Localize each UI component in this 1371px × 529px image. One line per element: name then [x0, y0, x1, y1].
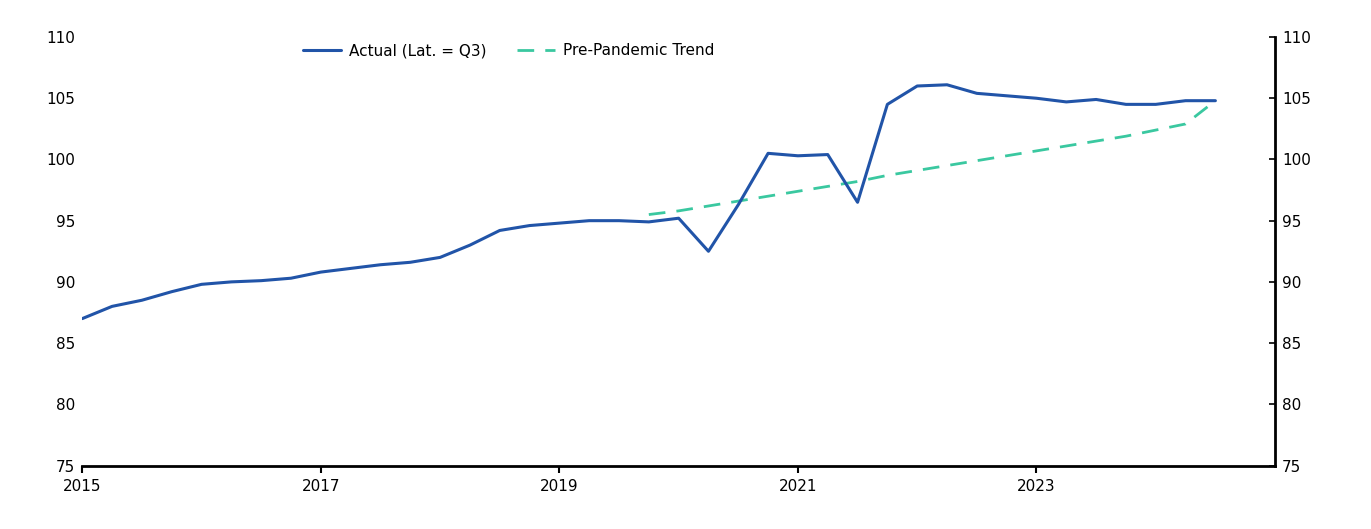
Pre-Pandemic Trend: [939, 162, 956, 169]
Pre-Pandemic Trend: [731, 198, 747, 204]
Pre-Pandemic Trend: [1148, 127, 1164, 133]
Actual (Lat. = Q3): [462, 242, 478, 248]
Actual (Lat. = Q3): [790, 152, 806, 159]
Actual (Lat. = Q3): [223, 279, 240, 285]
Line: Actual (Lat. = Q3): Actual (Lat. = Q3): [82, 85, 1216, 318]
Actual (Lat. = Q3): [134, 297, 151, 304]
Actual (Lat. = Q3): [1117, 101, 1134, 107]
Pre-Pandemic Trend: [1028, 148, 1045, 154]
Actual (Lat. = Q3): [282, 275, 299, 281]
Actual (Lat. = Q3): [731, 202, 747, 208]
Actual (Lat. = Q3): [551, 220, 568, 226]
Actual (Lat. = Q3): [909, 83, 925, 89]
Pre-Pandemic Trend: [1208, 97, 1224, 104]
Pre-Pandemic Trend: [1089, 138, 1105, 144]
Actual (Lat. = Q3): [1208, 97, 1224, 104]
Pre-Pandemic Trend: [909, 167, 925, 174]
Actual (Lat. = Q3): [193, 281, 210, 287]
Actual (Lat. = Q3): [343, 265, 359, 271]
Actual (Lat. = Q3): [1058, 99, 1075, 105]
Actual (Lat. = Q3): [74, 315, 90, 322]
Actual (Lat. = Q3): [969, 90, 986, 96]
Actual (Lat. = Q3): [1148, 101, 1164, 107]
Pre-Pandemic Trend: [1117, 133, 1134, 139]
Pre-Pandemic Trend: [879, 172, 895, 179]
Line: Pre-Pandemic Trend: Pre-Pandemic Trend: [648, 101, 1216, 215]
Actual (Lat. = Q3): [104, 303, 121, 309]
Actual (Lat. = Q3): [373, 261, 389, 268]
Pre-Pandemic Trend: [1178, 121, 1194, 127]
Actual (Lat. = Q3): [640, 218, 657, 225]
Actual (Lat. = Q3): [611, 217, 628, 224]
Actual (Lat. = Q3): [1178, 97, 1194, 104]
Actual (Lat. = Q3): [1028, 95, 1045, 102]
Actual (Lat. = Q3): [850, 199, 866, 205]
Pre-Pandemic Trend: [998, 152, 1015, 159]
Actual (Lat. = Q3): [820, 151, 836, 158]
Pre-Pandemic Trend: [850, 178, 866, 185]
Actual (Lat. = Q3): [670, 215, 687, 222]
Pre-Pandemic Trend: [701, 203, 717, 209]
Pre-Pandemic Trend: [1058, 143, 1075, 149]
Pre-Pandemic Trend: [790, 188, 806, 195]
Legend: Actual (Lat. = Q3), Pre-Pandemic Trend: Actual (Lat. = Q3), Pre-Pandemic Trend: [298, 37, 720, 64]
Actual (Lat. = Q3): [254, 278, 270, 284]
Pre-Pandemic Trend: [670, 208, 687, 214]
Actual (Lat. = Q3): [998, 93, 1015, 99]
Pre-Pandemic Trend: [760, 193, 776, 199]
Actual (Lat. = Q3): [879, 101, 895, 107]
Actual (Lat. = Q3): [701, 248, 717, 254]
Actual (Lat. = Q3): [581, 217, 598, 224]
Pre-Pandemic Trend: [820, 183, 836, 189]
Actual (Lat. = Q3): [163, 288, 180, 295]
Actual (Lat. = Q3): [521, 222, 537, 229]
Actual (Lat. = Q3): [402, 259, 418, 266]
Actual (Lat. = Q3): [432, 254, 448, 261]
Pre-Pandemic Trend: [969, 158, 986, 164]
Actual (Lat. = Q3): [760, 150, 776, 157]
Actual (Lat. = Q3): [1089, 96, 1105, 103]
Actual (Lat. = Q3): [313, 269, 329, 275]
Actual (Lat. = Q3): [939, 81, 956, 88]
Pre-Pandemic Trend: [640, 212, 657, 218]
Actual (Lat. = Q3): [492, 227, 509, 234]
